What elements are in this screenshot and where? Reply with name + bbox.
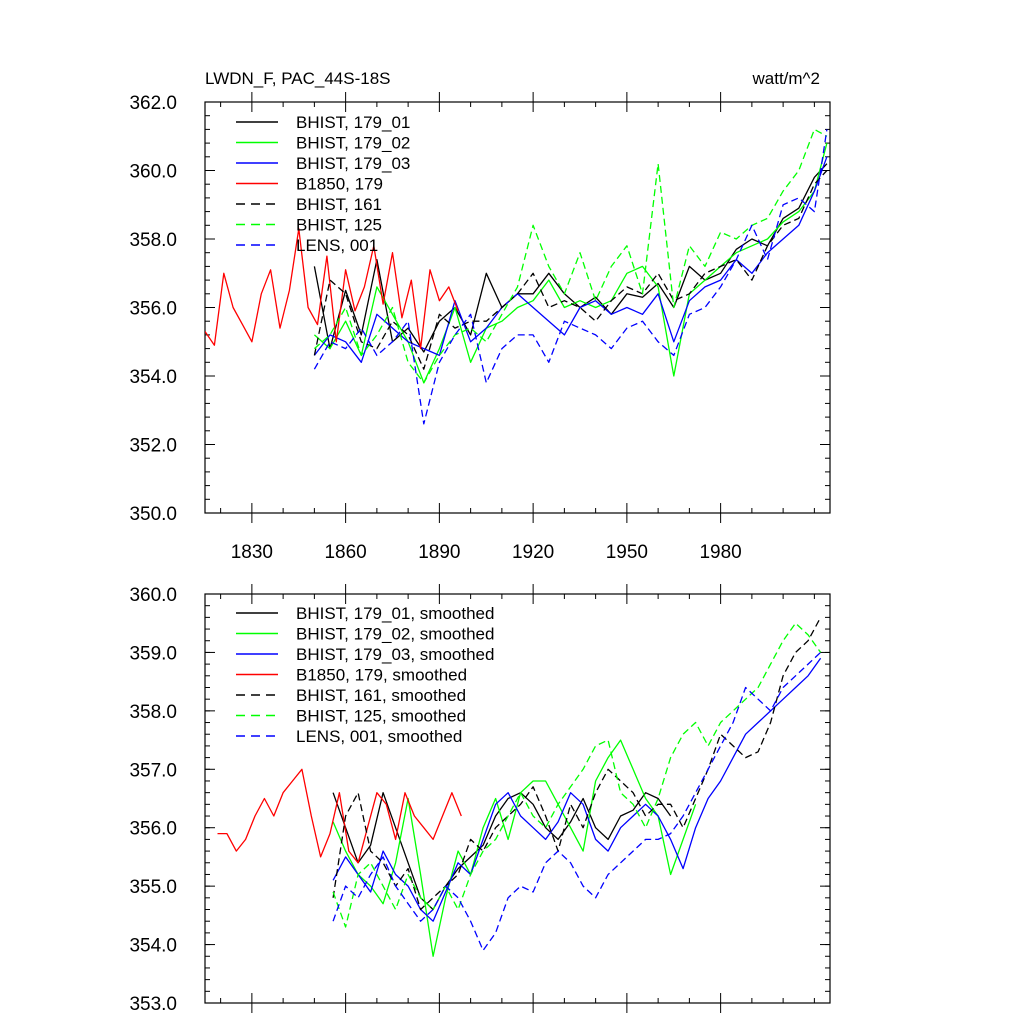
bottom-panel-chart: 353.0 354.0 355.0 356.0 357.0 358.0 359.0 360.0… [129, 584, 831, 1015]
x-tick-label: 1830 [231, 542, 273, 563]
legend-label-bhist-161-smoothed: BHIST, 161, smoothed [296, 686, 466, 705]
y-tick-label: 352.0 [129, 436, 177, 457]
series-line-bhist-161 [313, 170, 828, 370]
y-tick-label: 354.0 [129, 936, 177, 957]
legend-label-bhist-125: BHIST, 125 [296, 216, 382, 235]
y-tick-label: 356.0 [129, 819, 177, 840]
series-line-bhist-125 [313, 128, 828, 384]
x-tick-label: 1950 [606, 542, 648, 563]
series-line-bhist-161-smoothed [332, 617, 822, 911]
series-line-bhist-179-02-smoothed [332, 739, 697, 957]
x-tick-label: 1890 [418, 542, 460, 563]
y-tick-label: 357.0 [129, 760, 177, 781]
series-group [217, 617, 822, 957]
series-line-b1850-179 [205, 228, 459, 350]
legend-label-lens-001-smoothed: LENS, 001, smoothed [296, 727, 462, 746]
x-tick-label: 1860 [324, 542, 366, 563]
y-tick-label: 353.0 [129, 994, 177, 1015]
legend-label-bhist-179-03: BHIST, 179_03 [296, 154, 410, 173]
legend-label-b1850-179-smoothed: B1850, 179, smoothed [296, 666, 467, 685]
legend-label-bhist-125-smoothed: BHIST, 125, smoothed [296, 707, 466, 726]
series-line-bhist-179-01-smoothed [332, 792, 672, 911]
y-tick-label: 360.0 [129, 162, 177, 183]
series-line-b1850-179-smoothed [217, 768, 462, 864]
y-tick-label: 358.0 [129, 230, 177, 251]
legend-label-bhist-179-01-smoothed: BHIST, 179_01, smoothed [296, 604, 494, 623]
legend-label-bhist-179-02: BHIST, 179_02 [296, 134, 410, 153]
legend-label-bhist-179-01: BHIST, 179_01 [296, 113, 410, 132]
y-tick-label: 360.0 [129, 585, 177, 606]
series-line-lens-001-smoothed [332, 651, 822, 952]
figure-units-label: watt/m^2 [752, 69, 821, 88]
y-tick-label: 354.0 [129, 367, 177, 388]
series-line-bhist-125-smoothed [332, 622, 822, 928]
x-tick-label: 1980 [699, 542, 741, 563]
y-tick-label: 358.0 [129, 702, 177, 723]
series-line-lens-001 [313, 129, 828, 425]
y-tick-label: 359.0 [129, 643, 177, 664]
series-line-bhist-179-03-smoothed [332, 657, 822, 922]
top-panel-chart: 1830 1860 1890 1920 1950 1980 350.0 352.0 354.0 3… [129, 92, 831, 563]
x-tick-label: 1920 [512, 542, 554, 563]
figure-left-title: LWDN_F, PAC_44S-18S [205, 69, 391, 88]
y-tick-label: 355.0 [129, 877, 177, 898]
y-tick-label: 356.0 [129, 299, 177, 320]
legend-label-bhist-161: BHIST, 161 [296, 195, 382, 214]
y-tick-label: 362.0 [129, 93, 177, 114]
legend-label-b1850-179: B1850, 179 [296, 175, 383, 194]
plot-frame [204, 593, 831, 1004]
legend-label-bhist-179-03-smoothed: BHIST, 179_03, smoothed [296, 645, 494, 664]
y-tick-label: 350.0 [129, 504, 177, 525]
series-group [205, 128, 828, 425]
legend-label-bhist-179-02-smoothed: BHIST, 179_02, smoothed [296, 625, 494, 644]
legend-label-lens-001: LENS, 001 [296, 236, 378, 255]
